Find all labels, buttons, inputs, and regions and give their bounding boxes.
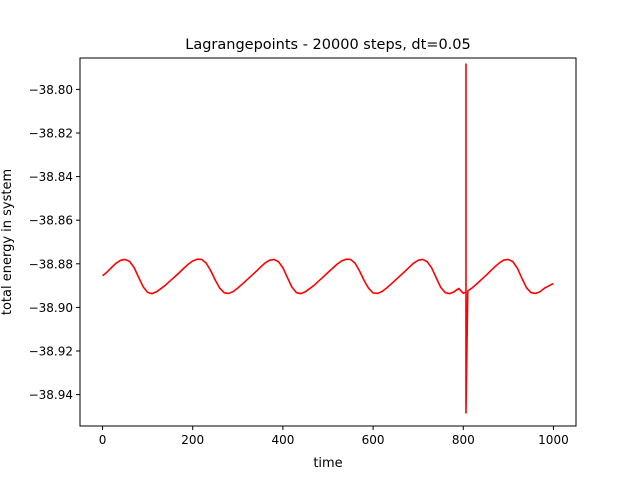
- x-tick-label: 200: [181, 433, 204, 447]
- y-axis-ticks: −38.94 −38.92 −38.90 −38.88 −38.86 −38.84 −38.…: [29, 83, 80, 402]
- x-axis-label: time: [313, 456, 342, 471]
- x-tick-label: 1000: [538, 433, 569, 447]
- x-axis-ticks: 0 200 400 600 800 1000: [99, 426, 569, 447]
- x-tick-label: 800: [452, 433, 475, 447]
- x-tick-label: 0: [99, 433, 107, 447]
- y-tick-label: −38.92: [29, 345, 73, 359]
- y-tick-label: −38.80: [29, 83, 73, 97]
- y-tick-label: −38.82: [29, 126, 73, 140]
- x-tick-label: 600: [362, 433, 385, 447]
- y-tick-label: −38.84: [29, 170, 73, 184]
- y-tick-label: −38.88: [29, 257, 73, 271]
- y-tick-label: −38.90: [29, 301, 73, 315]
- x-tick-label: 400: [271, 433, 294, 447]
- series-layer: [102, 63, 554, 414]
- plot-frame: [79, 57, 577, 427]
- y-axis-label: total energy in system: [0, 169, 15, 315]
- chart-title: Lagrangepoints - 20000 steps, dt=0.05: [185, 37, 471, 53]
- y-tick-label: −38.86: [29, 214, 73, 228]
- series-line-1: [102, 63, 554, 414]
- y-tick-label: −38.94: [29, 388, 73, 402]
